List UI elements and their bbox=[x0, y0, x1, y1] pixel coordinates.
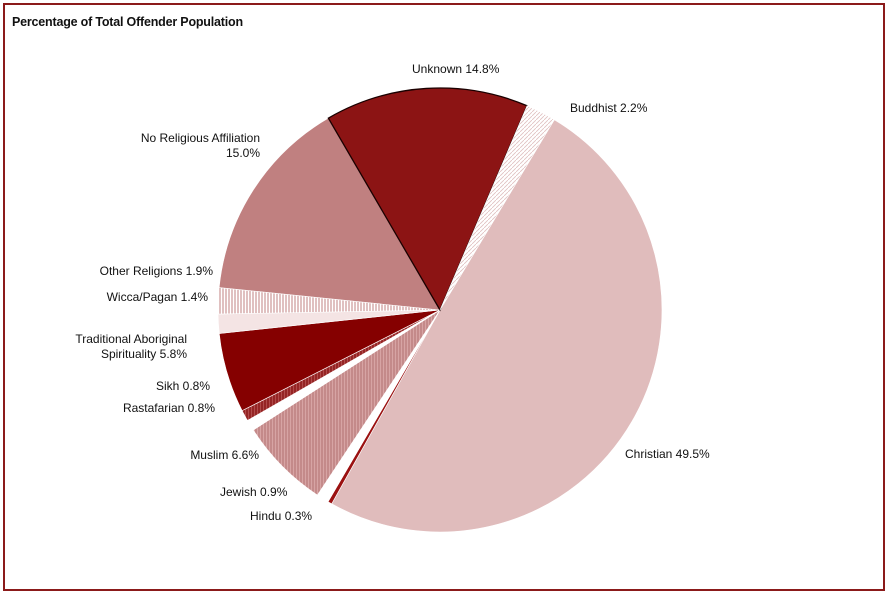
slice-label-hindu: Hindu 0.3% bbox=[250, 509, 312, 523]
slice-label-sikh: Sikh 0.8% bbox=[156, 379, 210, 393]
slice-label-muslim: Muslim 6.6% bbox=[190, 448, 259, 462]
slice-label-wicca-pagan: Wicca/Pagan 1.4% bbox=[107, 290, 209, 304]
pie-slice-unknown bbox=[327, 87, 528, 312]
slice-label-unknown: Unknown 14.8% bbox=[412, 62, 500, 76]
slice-label-other-religions: Other Religions 1.9% bbox=[100, 264, 214, 278]
slice-label-buddhist: Buddhist 2.2% bbox=[570, 101, 648, 115]
pie-slice-buddhist bbox=[439, 105, 555, 311]
slice-label-no-religious-affiliation: No Religious Affiliation 15.0% bbox=[141, 131, 261, 160]
slice-label-rastafarian: Rastafarian 0.8% bbox=[123, 401, 215, 415]
chart-title: Percentage of Total Offender Population bbox=[12, 15, 243, 29]
slice-label-christian: Christian 49.5% bbox=[625, 447, 710, 461]
slice-label-traditional-aboriginal-spirituality: Traditional Aboriginal Spirituality 5.8% bbox=[75, 332, 187, 361]
slice-label-jewish: Jewish 0.9% bbox=[220, 485, 288, 499]
pie-slice-no-religious-affiliation bbox=[218, 117, 441, 311]
pie-slice-christian bbox=[331, 119, 663, 533]
